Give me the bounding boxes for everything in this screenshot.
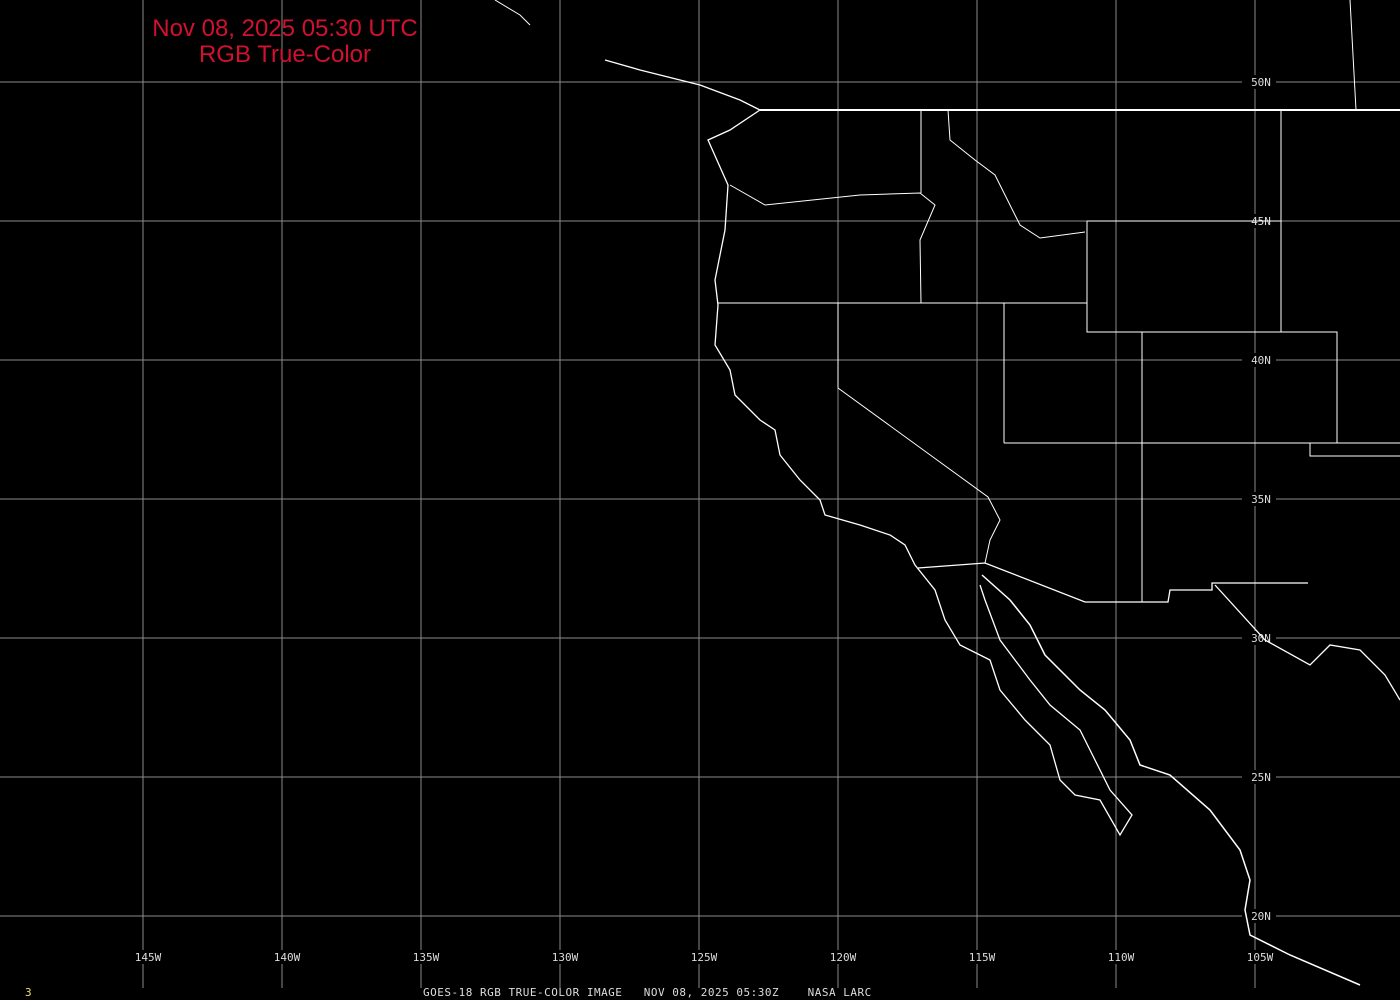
- longitude-label: 145W: [135, 951, 162, 964]
- footer-caption: GOES-18 RGB TRUE-COLOR IMAGE NOV 08, 202…: [423, 986, 872, 999]
- latitude-label: 35N: [1251, 493, 1271, 506]
- coastline-gulf: [1214, 584, 1400, 701]
- border-wa-or: [729, 184, 936, 304]
- latitude-label: 50N: [1251, 76, 1271, 89]
- political-borders: [494, 0, 1400, 986]
- label-bg: [262, 950, 302, 964]
- coastline-pacific: [604, 59, 1133, 837]
- label-bg: [1242, 909, 1276, 923]
- label-bg: [123, 950, 163, 964]
- border-ca-nv: [837, 303, 1001, 564]
- border-us-mexico: [917, 562, 1308, 603]
- longitude-label: 125W: [691, 951, 718, 964]
- canada-coast: [494, 0, 531, 26]
- label-bg: [401, 950, 441, 964]
- latitude-label: 20N: [1251, 910, 1271, 923]
- longitude-label: 105W: [1247, 951, 1274, 964]
- label-bg: [540, 950, 580, 964]
- border-nm-east: [1309, 443, 1400, 457]
- longitude-label: 140W: [274, 951, 301, 964]
- label-bg: [957, 950, 997, 964]
- label-bg: [1235, 950, 1275, 964]
- label-bg: [1242, 770, 1276, 784]
- title-datetime: Nov 08, 2025 05:30 UTC: [152, 15, 418, 42]
- title-product: RGB True-Color: [198, 41, 372, 68]
- label-bg: [1242, 492, 1276, 506]
- latitude-label: 30N: [1251, 632, 1271, 645]
- longitude-label: 115W: [969, 951, 996, 964]
- longitude-label: 110W: [1108, 951, 1135, 964]
- latitude-label: 40N: [1251, 354, 1271, 367]
- border-wy: [1086, 221, 1338, 443]
- coastline-mexico: [981, 574, 1361, 986]
- label-bg: [1096, 950, 1136, 964]
- border-id-mt: [947, 109, 1086, 239]
- label-bg: [679, 950, 719, 964]
- label-bg: [818, 950, 858, 964]
- latitude-label: 25N: [1251, 771, 1271, 784]
- longitude-label: 130W: [552, 951, 579, 964]
- border-canada-province: [1349, 0, 1357, 111]
- label-bg: [1242, 75, 1276, 89]
- longitude-label: 120W: [830, 951, 857, 964]
- longitude-label: 135W: [413, 951, 440, 964]
- frame-number: 3: [25, 986, 33, 999]
- label-bg: [1242, 353, 1276, 367]
